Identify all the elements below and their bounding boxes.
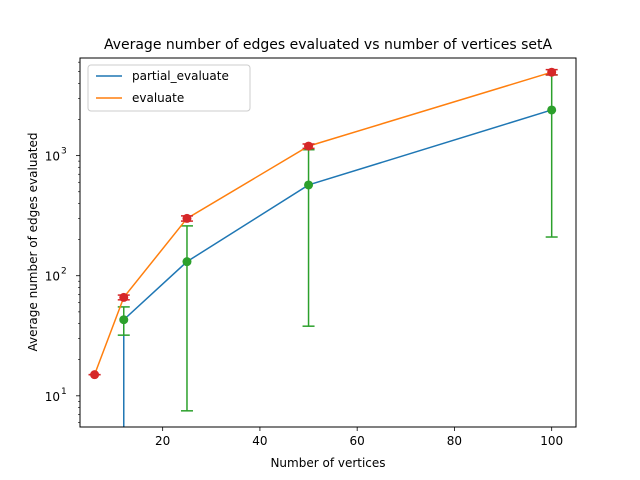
legend: partial_evaluate evaluate — [87, 64, 251, 112]
x-axis: 20 40 60 80 100 — [155, 427, 563, 448]
series-line-partial-evaluate — [123, 109, 552, 427]
y-tick-label: 10 — [45, 270, 60, 284]
data-point-evaluate — [547, 67, 557, 77]
x-tick-label: 80 — [447, 434, 462, 448]
plot-content — [88, 67, 558, 427]
y-tick-label: 10 — [45, 390, 60, 404]
x-tick-label: 20 — [155, 434, 170, 448]
series-line-evaluate — [93, 71, 552, 375]
data-point-partial-evaluate — [182, 257, 192, 267]
x-tick-label: 100 — [540, 434, 563, 448]
x-tick-label: 60 — [350, 434, 365, 448]
legend-label-evaluate: evaluate — [132, 91, 184, 105]
data-point-partial-evaluate — [547, 105, 557, 115]
y-tick-exponent: 2 — [61, 267, 67, 277]
y-tick-label: 10 — [45, 150, 60, 164]
plot-frame — [79, 57, 577, 428]
y-tick-exponent: 1 — [61, 387, 67, 397]
y-axis-label: Average number of edges evaluated — [26, 132, 40, 351]
chart-title: Average number of edges evaluated vs num… — [104, 37, 553, 53]
x-tick-label: 40 — [252, 434, 267, 448]
data-point-evaluate — [182, 213, 192, 223]
data-point-evaluate — [304, 141, 314, 151]
y-tick-exponent: 3 — [61, 147, 67, 157]
legend-label-partial-evaluate: partial_evaluate — [132, 69, 229, 83]
data-point-partial-evaluate — [304, 180, 314, 190]
plot-area — [88, 67, 558, 427]
data-point-evaluate — [90, 370, 100, 380]
legend-box — [87, 64, 251, 112]
x-axis-label: Number of vertices — [270, 456, 385, 470]
data-point-partial-evaluate — [119, 315, 129, 325]
data-point-evaluate — [119, 292, 129, 302]
